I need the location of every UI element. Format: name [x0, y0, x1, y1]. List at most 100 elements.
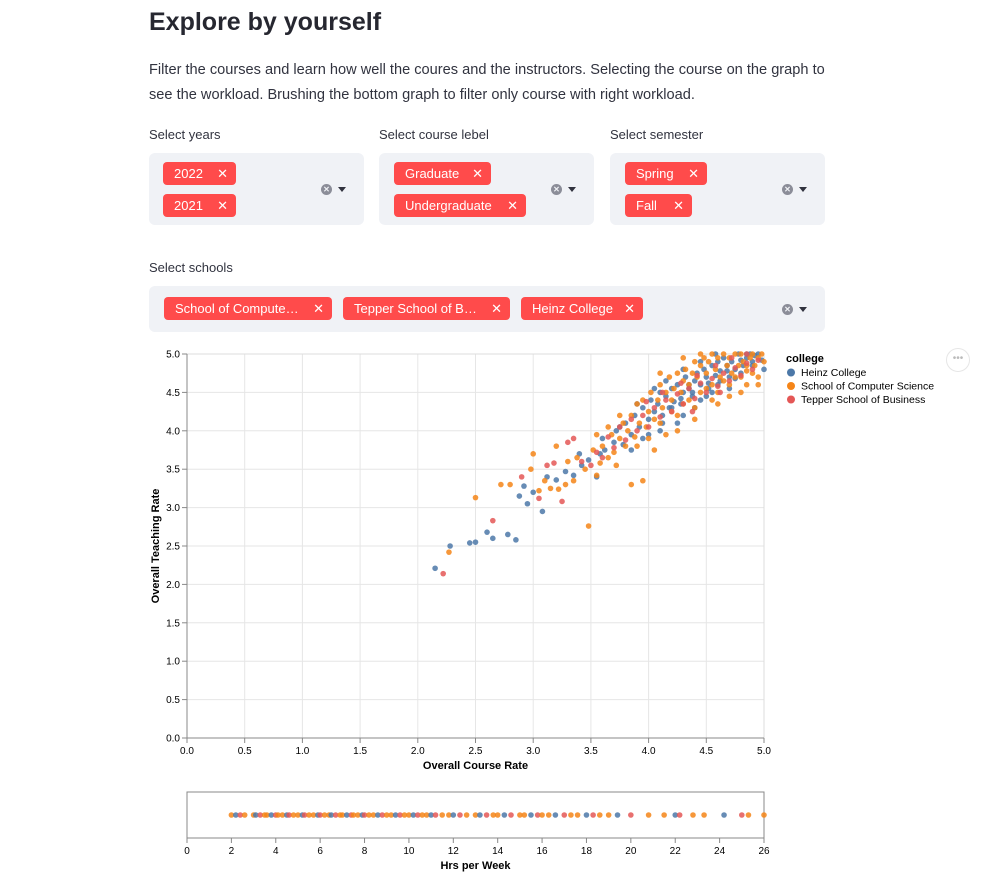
data-point — [709, 381, 715, 388]
data-point — [657, 370, 663, 377]
data-point — [628, 412, 635, 419]
clear-icon[interactable]: ✕ — [551, 183, 562, 195]
brush-data-point — [419, 812, 426, 818]
data-point — [674, 370, 681, 377]
data-point — [743, 381, 750, 388]
brush-data-point — [392, 812, 399, 818]
brush-x-tick-label: 12 — [448, 846, 460, 857]
brush-data-point — [295, 812, 301, 818]
data-point — [634, 443, 640, 449]
brush-data-point — [490, 812, 497, 818]
data-point — [628, 416, 635, 423]
data-point — [689, 389, 696, 396]
data-point — [498, 481, 504, 488]
data-point — [682, 366, 689, 373]
more-icon[interactable]: ••• — [946, 348, 970, 372]
brush-data-point — [388, 812, 394, 818]
close-icon[interactable]: ✕ — [217, 198, 228, 213]
data-point — [738, 351, 744, 357]
data-point — [663, 431, 669, 438]
data-point — [645, 435, 652, 442]
data-point — [689, 408, 696, 415]
brush-data-point — [446, 812, 452, 818]
close-icon[interactable]: ✕ — [491, 301, 502, 316]
data-point — [717, 389, 723, 396]
chevron-down-icon[interactable] — [799, 186, 807, 192]
close-icon[interactable]: ✕ — [217, 166, 228, 181]
data-point — [691, 416, 698, 423]
data-point — [645, 431, 652, 438]
data-point — [703, 370, 710, 377]
data-point — [655, 397, 661, 403]
data-point — [749, 366, 756, 373]
brush-data-point — [410, 812, 417, 818]
x-axis-title: Overall Course Rate — [423, 760, 528, 772]
years-multiselect[interactable]: 2022 ✕ 2021 ✕ ✕ — [149, 153, 364, 225]
data-point — [447, 543, 453, 549]
x-tick-label: 1.0 — [295, 746, 309, 757]
brush-data-point — [252, 812, 259, 818]
clear-icon[interactable]: ✕ — [321, 183, 332, 195]
tag-school-scs: School of Compute… ✕ — [164, 297, 332, 320]
data-point — [755, 357, 762, 363]
clear-icon[interactable]: ✕ — [782, 303, 793, 315]
data-point — [622, 443, 629, 449]
chevron-down-icon[interactable] — [799, 306, 807, 312]
data-point — [593, 449, 600, 456]
brush-data-point — [233, 812, 239, 818]
data-point — [599, 435, 606, 442]
brush-data-point — [701, 812, 707, 818]
schools-multiselect[interactable]: School of Compute… ✕ Tepper School of B…… — [149, 286, 825, 332]
brush-data-point — [534, 812, 541, 818]
x-tick-label: 0.5 — [238, 746, 252, 757]
x-tick-label: 3.0 — [526, 746, 540, 757]
semester-multiselect[interactable]: Spring ✕ Fall ✕ ✕ — [610, 153, 825, 225]
data-point — [466, 540, 473, 546]
data-point — [732, 351, 738, 357]
data-point — [616, 412, 623, 419]
data-point — [565, 439, 571, 446]
data-point — [709, 389, 715, 396]
close-icon[interactable]: ✕ — [673, 198, 684, 213]
brush-data-point — [614, 812, 621, 818]
close-icon[interactable]: ✕ — [472, 166, 483, 181]
level-filter-label: Select course lebel — [379, 127, 489, 142]
data-point — [726, 381, 733, 388]
data-point — [668, 404, 675, 411]
data-point — [761, 358, 767, 365]
brush-data-point — [739, 812, 745, 818]
brush-data-point — [561, 812, 568, 818]
chevron-down-icon[interactable] — [568, 186, 576, 192]
data-point — [574, 454, 580, 461]
level-multiselect[interactable]: Graduate ✕ Undergraduate ✕ ✕ — [379, 153, 594, 225]
close-icon[interactable]: ✕ — [688, 166, 699, 181]
data-point — [585, 523, 592, 529]
brush-data-point — [457, 812, 463, 818]
x-tick-label: 4.5 — [699, 746, 713, 757]
data-point — [674, 428, 681, 434]
brush-x-tick-label: 4 — [273, 846, 279, 857]
clear-icon[interactable]: ✕ — [782, 183, 793, 195]
y-axis-title: Overall Teaching Rate — [150, 489, 162, 604]
data-point — [528, 466, 534, 473]
data-point — [697, 351, 704, 357]
chevron-down-icon[interactable] — [338, 186, 346, 192]
brush-x-tick-label: 8 — [362, 846, 368, 857]
data-point — [484, 529, 490, 535]
data-point — [686, 397, 692, 403]
brush-x-tick-label: 2 — [229, 846, 235, 857]
data-point — [701, 355, 707, 361]
data-point — [674, 391, 681, 397]
data-point — [743, 360, 750, 367]
brush-data-point — [574, 812, 581, 818]
data-point — [743, 368, 750, 374]
y-tick-label: 1.5 — [166, 618, 180, 629]
brush-data-point — [321, 812, 328, 818]
close-icon[interactable]: ✕ — [624, 301, 635, 316]
brush-data-point — [310, 812, 317, 818]
close-icon[interactable]: ✕ — [313, 301, 324, 316]
data-point — [703, 374, 710, 380]
close-icon[interactable]: ✕ — [507, 198, 518, 213]
y-tick-label: 0.5 — [166, 695, 180, 706]
